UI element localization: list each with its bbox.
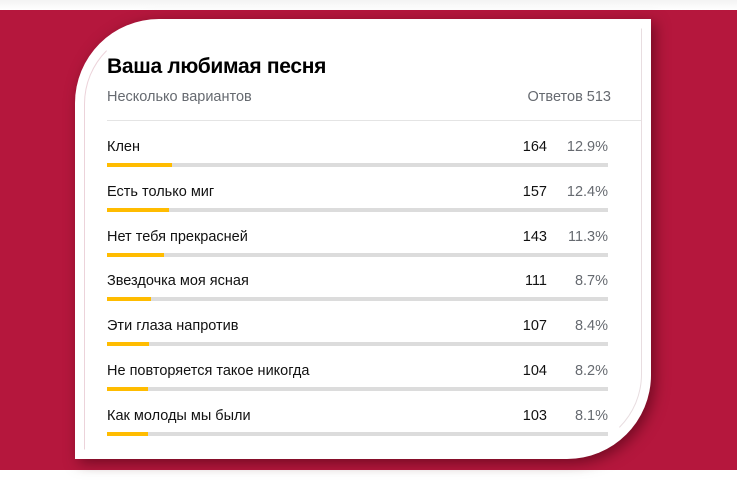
option-label: Звездочка моя ясная bbox=[107, 273, 249, 290]
option-label: Эти глаза напротив bbox=[107, 318, 239, 335]
option-percent: 8.1% bbox=[574, 407, 608, 424]
option-bar-track bbox=[107, 252, 608, 257]
option-bar-fill bbox=[107, 207, 170, 212]
poll-option[interactable]: Не повторяется такое никогда 104 8.2% bbox=[107, 361, 608, 406]
poll-title: Ваша любимая песня bbox=[107, 55, 327, 78]
option-label: Клен bbox=[107, 139, 140, 155]
option-bar-track bbox=[107, 342, 608, 347]
option-bar-track bbox=[107, 297, 608, 302]
top-strip bbox=[0, 0, 737, 10]
option-count: 164 bbox=[522, 139, 547, 155]
header-divider bbox=[107, 120, 641, 121]
poll-option[interactable]: Эти глаза напротив 107 8.4% bbox=[107, 316, 608, 361]
option-count: 111 bbox=[524, 273, 547, 290]
option-label: Как молоды мы были bbox=[107, 407, 251, 424]
option-count: 104 bbox=[522, 362, 547, 379]
option-percent: 8.7% bbox=[574, 273, 608, 290]
option-percent: 8.2% bbox=[574, 362, 608, 379]
option-percent: 12.9% bbox=[566, 139, 608, 155]
poll-option[interactable]: Нет тебя прекрасней 143 11.3% bbox=[107, 227, 608, 272]
option-bar-track bbox=[107, 431, 608, 436]
poll-options-list: Клен 164 12.9% Есть только миг 157 12.4%… bbox=[107, 137, 608, 451]
poll-option[interactable]: Клен 164 12.9% bbox=[107, 137, 608, 182]
option-bar-track bbox=[107, 163, 608, 167]
option-label: Не повторяется такое никогда bbox=[107, 362, 310, 379]
poll-type-label: Несколько вариантов bbox=[107, 89, 252, 105]
option-bar-track bbox=[107, 386, 608, 391]
poll-option[interactable]: Как молоды мы были 103 8.1% bbox=[107, 406, 608, 451]
total-responses: Ответов 513 bbox=[527, 89, 611, 105]
option-bar-fill bbox=[107, 386, 149, 391]
option-bar-fill bbox=[107, 342, 150, 347]
option-bar-fill bbox=[107, 163, 172, 167]
option-bar-fill bbox=[107, 431, 148, 436]
option-bar-fill bbox=[107, 252, 164, 257]
option-percent: 11.3% bbox=[567, 228, 608, 245]
option-bar-fill bbox=[107, 297, 151, 302]
option-label: Есть только миг bbox=[107, 183, 215, 200]
option-count: 103 bbox=[522, 407, 547, 424]
option-percent: 12.4% bbox=[566, 183, 608, 200]
option-bar-track bbox=[107, 207, 608, 212]
option-label: Нет тебя прекрасней bbox=[107, 228, 248, 245]
option-count: 143 bbox=[522, 228, 547, 245]
option-count: 157 bbox=[522, 183, 547, 200]
option-count: 107 bbox=[522, 318, 547, 335]
poll-option[interactable]: Есть только миг 157 12.4% bbox=[107, 182, 608, 227]
poll-card: Ваша любимая песня Несколько вариантов О… bbox=[75, 19, 651, 459]
option-percent: 8.4% bbox=[574, 318, 608, 335]
poll-option[interactable]: Звездочка моя ясная 111 8.7% bbox=[107, 271, 608, 316]
